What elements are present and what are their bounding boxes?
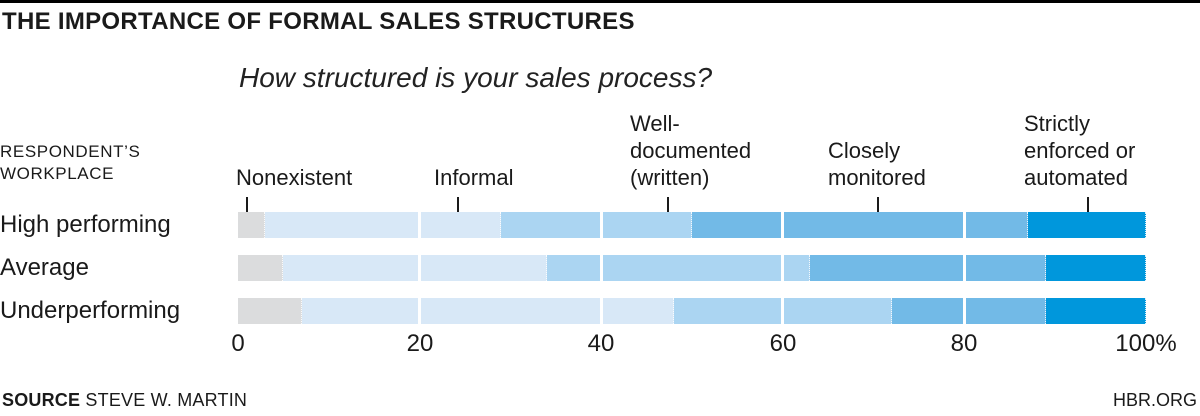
- gridline-80: [962, 298, 966, 324]
- category-label-text: documented: [630, 138, 752, 163]
- gridline-60: [781, 212, 785, 238]
- gridline-80: [962, 255, 966, 281]
- category-label-text: automated: [1024, 165, 1128, 190]
- row-label-underperforming: Underperforming: [0, 297, 181, 324]
- bar-segment-nonexistent: [238, 212, 266, 238]
- bar-segment-closely-monitored: [810, 255, 1047, 281]
- category-label-text: Well-: [630, 111, 680, 136]
- gridline-40: [599, 298, 603, 324]
- x-tick-0: 0: [231, 330, 245, 357]
- source-value: STEVE W. MARTIN: [85, 390, 248, 410]
- category-label-text: Strictly: [1024, 111, 1090, 136]
- category-label-text: (written): [630, 165, 710, 190]
- bar-row-average: Average: [0, 255, 1200, 281]
- gridline-40: [599, 255, 603, 281]
- category-label-well-documented: Well- documented (written): [630, 110, 751, 191]
- gridline-20: [418, 212, 422, 238]
- category-label-strictly-enforced: Strictly enforced or automated: [1024, 110, 1135, 191]
- gridline-40: [599, 212, 603, 238]
- x-tick-100: 100%: [1115, 330, 1177, 357]
- row-axis-label-line1: RESPONDENT’S: [0, 142, 141, 161]
- category-label-closely-monitored: Closely monitored: [828, 137, 926, 191]
- gridline-60: [781, 298, 785, 324]
- bar-segment-informal: [283, 255, 547, 281]
- top-rule: [0, 0, 1200, 3]
- category-label-text: monitored: [828, 165, 926, 190]
- row-label-high-performing: High performing: [0, 211, 171, 238]
- row-axis-label-line2: WORKPLACE: [0, 164, 115, 183]
- stacked-bar-average: [238, 255, 1146, 281]
- gridline-20: [418, 298, 422, 324]
- x-tick-20: 20: [406, 330, 434, 357]
- page-title: THE IMPORTANCE OF FORMAL SALES STRUCTURE…: [2, 8, 635, 35]
- bar-segment-well-documented-written: [546, 255, 811, 281]
- bar-segment-informal: [265, 212, 502, 238]
- bar-segment-nonexistent: [238, 255, 284, 281]
- row-axis-label: RESPONDENT’S WORKPLACE: [0, 141, 140, 185]
- gridline-60: [781, 255, 785, 281]
- stacked-bar-underperforming: [238, 298, 1146, 324]
- category-label-text: enforced or: [1024, 138, 1136, 163]
- bar-segment-well-documented-written: [501, 212, 692, 238]
- source-line: SOURCE STEVE W. MARTIN: [2, 390, 247, 411]
- bar-segment-nonexistent: [238, 298, 302, 324]
- bar-segment-strictly-enforced-or-automated: [1046, 255, 1146, 281]
- chart-question: How structured is your sales process?: [239, 62, 713, 93]
- bar-segment-closely-monitored: [691, 212, 1028, 238]
- category-label-text: Closely: [828, 138, 901, 163]
- category-label-informal: Informal: [434, 164, 513, 191]
- x-tick-80: 80: [950, 330, 978, 357]
- x-tick-40: 40: [587, 330, 615, 357]
- bar-row-high-performing: High performing: [0, 212, 1200, 238]
- brand-hbr: HBR.ORG: [1112, 390, 1197, 410]
- category-label-text: Informal: [434, 165, 514, 190]
- category-label-text: Nonexistent: [236, 165, 353, 190]
- row-label-average: Average: [0, 254, 89, 281]
- x-tick-60: 60: [769, 330, 797, 357]
- bar-segment-strictly-enforced-or-automated: [1027, 212, 1146, 238]
- gridline-20: [418, 255, 422, 281]
- stacked-bar-high-performing: [238, 212, 1146, 238]
- bar-row-underperforming: Underperforming: [0, 298, 1200, 324]
- bar-segment-closely-monitored: [891, 298, 1047, 324]
- gridline-80: [962, 212, 966, 238]
- category-label-nonexistent: Nonexistent: [236, 164, 352, 191]
- bar-segment-strictly-enforced-or-automated: [1046, 298, 1146, 324]
- bar-segment-informal: [301, 298, 674, 324]
- source-label: SOURCE: [2, 390, 81, 410]
